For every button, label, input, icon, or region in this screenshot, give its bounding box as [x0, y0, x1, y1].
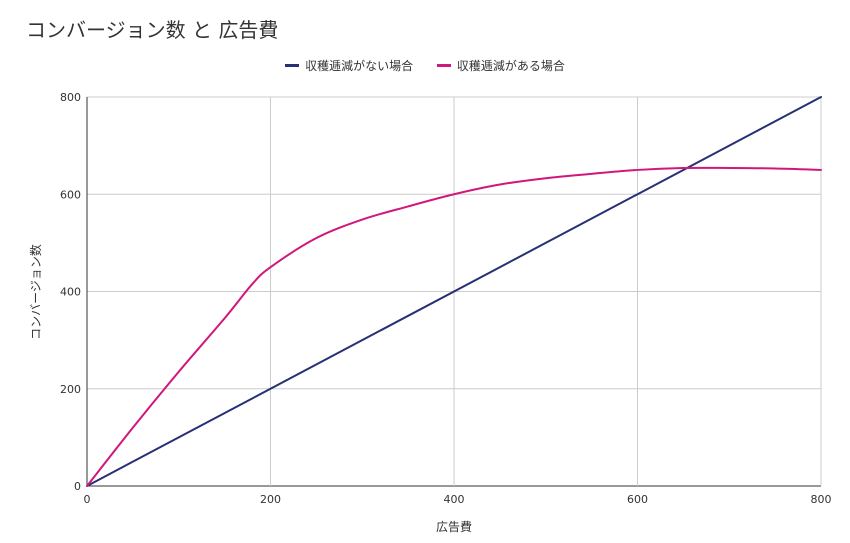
y-tick-label: 0	[74, 480, 81, 493]
legend-swatch-diminishing	[436, 64, 451, 67]
grid	[86, 96, 822, 487]
y-tick-label: 200	[60, 383, 81, 396]
legend-label-no-diminishing: 収穫逓減がない場合	[305, 59, 414, 73]
legend-item-no-diminishing: 収穫逓減がない場合	[285, 57, 413, 74]
x-tick-label: 800	[811, 493, 832, 506]
y-axis-ticks: 0 200 400 600 800	[60, 91, 81, 493]
series-layer	[86, 96, 822, 487]
legend: 収穫逓減がない場合 収穫逓減がある場合	[0, 56, 850, 74]
y-axis-label: コンバージョン数	[28, 244, 43, 340]
y-tick-label: 800	[60, 91, 81, 104]
x-axis-label: 広告費	[436, 519, 472, 534]
y-tick-label: 400	[60, 286, 81, 299]
y-tick-label: 600	[60, 188, 81, 201]
series-line-no-diminishing	[86, 96, 822, 487]
legend-label-diminishing: 収穫逓減がある場合	[456, 59, 565, 73]
x-tick-label: 0	[84, 493, 91, 506]
x-tick-label: 600	[627, 493, 648, 506]
x-tick-label: 400	[444, 493, 465, 506]
chart-title: コンバージョン数 と 広告費	[26, 18, 279, 42]
x-tick-label: 200	[260, 493, 281, 506]
x-axis-ticks: 0 200 400 600 800	[84, 493, 832, 506]
legend-swatch-no-diminishing	[285, 64, 300, 67]
legend-item-diminishing: 収穫逓減がある場合	[436, 57, 565, 74]
series-line-diminishing	[86, 166, 822, 487]
